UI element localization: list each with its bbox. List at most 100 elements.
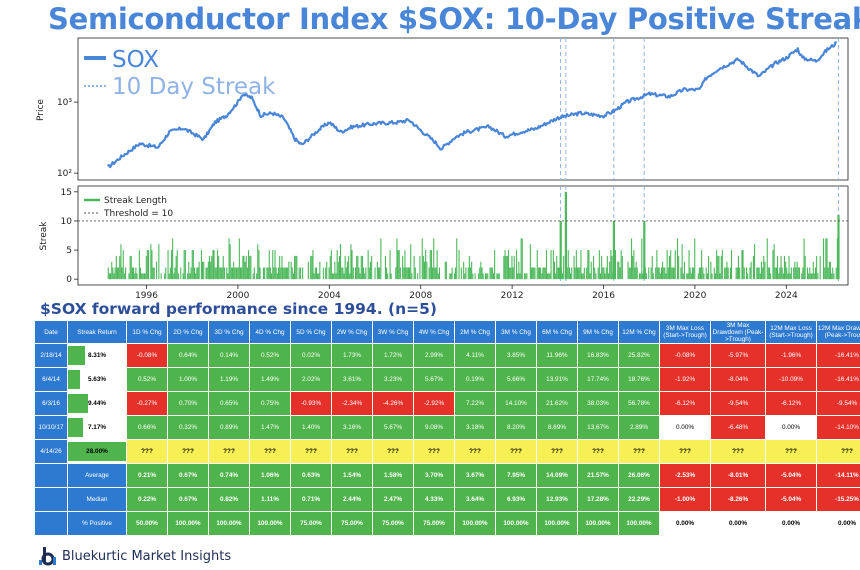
streak-bar xyxy=(188,261,190,280)
streak-bar xyxy=(228,238,230,280)
streak-bar xyxy=(409,267,411,280)
streak-bar xyxy=(281,255,283,280)
stat-cell: 50.00% xyxy=(126,511,168,536)
streak-bar xyxy=(465,267,467,280)
table-header-cell: 12M % Chg xyxy=(618,320,660,344)
table-cell: 21.62% xyxy=(536,391,578,416)
streak-bar xyxy=(468,255,470,280)
streak-bar xyxy=(130,255,132,280)
streak-bar xyxy=(798,267,800,280)
streak-bar xyxy=(627,261,629,280)
table-cell: 3.61% xyxy=(331,367,373,392)
table-title: $SOX forward performance since 1994. (n=… xyxy=(40,300,437,318)
streak-bar xyxy=(743,267,745,280)
streak-bar xyxy=(583,267,585,280)
chart-title: Semiconductor Index $SOX: 10-Day Positiv… xyxy=(48,2,860,36)
streak-bar xyxy=(817,273,819,280)
price-axes-frame xyxy=(77,37,849,181)
streak-bar xyxy=(833,273,835,280)
streak-bar xyxy=(693,267,695,280)
streak-bar xyxy=(436,250,438,280)
stat-cell: -15.25% xyxy=(816,487,860,512)
streak-bar xyxy=(123,273,125,280)
streak-bar xyxy=(526,273,528,280)
streak-return-value: 5.63% xyxy=(87,376,107,383)
streak-bar xyxy=(257,244,259,280)
table-row: 6/4/14 5.63% 0.52% 1.00% 1.19% 1.49% 2.02% 3.61… xyxy=(34,367,860,392)
stat-cell: 21.57% xyxy=(577,463,619,488)
streak-bar xyxy=(410,244,412,280)
streak-bar xyxy=(802,267,804,280)
streak-bar xyxy=(357,255,359,280)
streak-bar xyxy=(242,255,244,280)
streak-bar xyxy=(786,267,788,280)
stat-cell: -5.04% xyxy=(765,463,817,488)
xtick-label-7: 2024 xyxy=(775,291,798,300)
streak-bar xyxy=(549,273,551,280)
streak-bar xyxy=(595,273,597,280)
streak-bar xyxy=(498,273,500,280)
streak-bar xyxy=(754,244,756,280)
streak-bar xyxy=(494,250,496,280)
table-cell: -6.12% xyxy=(659,391,711,416)
streak-bar xyxy=(219,267,221,280)
streak-bar xyxy=(697,273,699,280)
streak-bar xyxy=(143,273,145,280)
streak-bar xyxy=(355,267,357,280)
streak-bar xyxy=(718,255,720,280)
stat-cell: 1.06% xyxy=(249,463,291,488)
streak-bar xyxy=(657,267,659,280)
table-cell: -16.41% xyxy=(816,367,860,392)
streak-bar xyxy=(222,255,224,280)
streak-bar xyxy=(532,267,534,280)
streak-bar xyxy=(210,261,212,280)
stat-cell: 2.44% xyxy=(331,487,373,512)
table-cell: 1.73% xyxy=(331,343,373,368)
streak-bar xyxy=(376,261,378,280)
streak-bar xyxy=(134,273,136,280)
streak-bar xyxy=(681,244,683,280)
streak-bar xyxy=(688,250,690,280)
streak-bar xyxy=(356,255,358,280)
table-cell: 0.00% xyxy=(765,415,817,440)
table-cell: 13.91% xyxy=(536,367,578,392)
stat-cell: 0.63% xyxy=(290,463,332,488)
streak-bar xyxy=(687,273,689,280)
stat-cell: 0.00% xyxy=(659,511,711,536)
streak-bar xyxy=(125,267,127,280)
streak-bar xyxy=(721,250,723,280)
streak-bar xyxy=(291,267,293,280)
streak-bar xyxy=(774,267,776,280)
streak-bar xyxy=(702,267,704,280)
streak-bar xyxy=(428,267,430,280)
streak-bar xyxy=(606,255,608,280)
streak-bar xyxy=(450,273,452,280)
stat-cell: 75.00% xyxy=(331,511,373,536)
streak-bar xyxy=(348,255,350,280)
streak-bar xyxy=(367,250,369,280)
streak-bar xyxy=(519,273,521,280)
streak-bar xyxy=(714,273,716,280)
streak-bar xyxy=(250,255,252,280)
streak-bar xyxy=(295,255,297,280)
streak-bar xyxy=(533,267,535,280)
streak-bar xyxy=(639,273,641,280)
stat-cell: 0.00% xyxy=(765,511,817,536)
stat-cell: 0.22% xyxy=(126,487,168,512)
streak-bar xyxy=(717,255,719,280)
streak-bar xyxy=(235,267,237,280)
streak-bar xyxy=(803,238,805,280)
streak-bar xyxy=(167,250,169,280)
streak-bar xyxy=(397,250,399,280)
streak-bar xyxy=(605,267,607,280)
stat-cell: 100.00% xyxy=(454,511,496,536)
streak-bar xyxy=(145,255,147,280)
stat-label: % Positive xyxy=(67,511,127,536)
streak-bar xyxy=(590,261,592,280)
table-cell: 11.96% xyxy=(536,343,578,368)
streak-bar xyxy=(438,267,440,280)
streak-return-value: 28.00% xyxy=(86,448,108,455)
streak-bar xyxy=(655,267,657,280)
table-cell: -0.27% xyxy=(126,391,168,416)
streak-bar xyxy=(286,267,288,280)
